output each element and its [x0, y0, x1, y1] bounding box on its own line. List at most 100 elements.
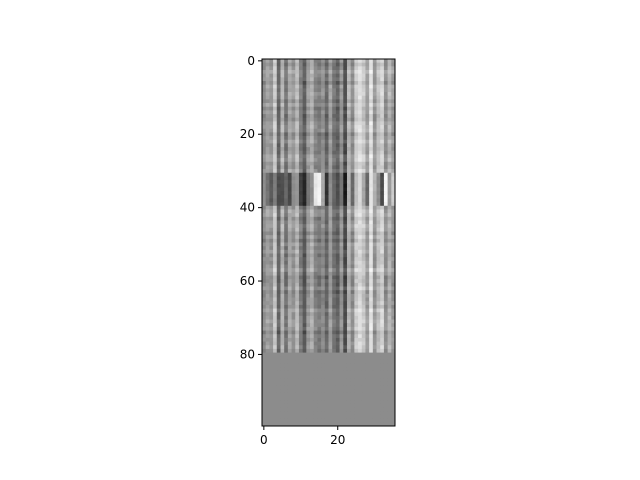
- heatmap-cell: [262, 187, 267, 192]
- heatmap-cell: [391, 143, 396, 148]
- heatmap-cell: [358, 301, 363, 306]
- heatmap-cell: [313, 136, 318, 141]
- heatmap-cell: [391, 319, 396, 324]
- heatmap-cell: [310, 403, 315, 409]
- heatmap-cell: [276, 99, 281, 104]
- heatmap-cell: [391, 132, 396, 137]
- heatmap-cell: [306, 121, 311, 126]
- heatmap-cell: [310, 235, 315, 240]
- heatmap-cell: [324, 297, 329, 302]
- heatmap-cell: [358, 62, 363, 67]
- heatmap-cell: [284, 337, 289, 342]
- heatmap-cell: [302, 227, 307, 232]
- heatmap-cell: [313, 158, 318, 163]
- heatmap-cell: [317, 337, 322, 342]
- heatmap-cell: [346, 125, 352, 130]
- heatmap-cell: [339, 411, 344, 416]
- heatmap-cell: [295, 169, 300, 174]
- heatmap-cell: [265, 136, 270, 141]
- heatmap-cell: [358, 319, 363, 324]
- heatmap-cell: [332, 128, 337, 133]
- heatmap-cell: [332, 257, 337, 262]
- heatmap-cell: [387, 356, 392, 361]
- heatmap-cell: [262, 323, 267, 328]
- heatmap-cell: [265, 301, 270, 306]
- heatmap-cell: [335, 180, 340, 185]
- heatmap-cell: [328, 414, 333, 420]
- heatmap-cell: [265, 319, 270, 324]
- heatmap-cell: [387, 183, 392, 188]
- heatmap-cell: [391, 414, 396, 420]
- heatmap-cell: [284, 385, 289, 390]
- heatmap-cell: [284, 326, 289, 331]
- heatmap-cell: [265, 114, 270, 119]
- heatmap-cell: [284, 154, 289, 159]
- heatmap-cell: [262, 315, 267, 320]
- heatmap-cell: [328, 253, 333, 258]
- heatmap-cell: [376, 73, 381, 78]
- heatmap-cell: [321, 187, 326, 192]
- heatmap-cell: [310, 103, 315, 108]
- heatmap-cell: [383, 114, 389, 119]
- heatmap-cell: [361, 326, 366, 331]
- heatmap-cell: [317, 392, 322, 398]
- heatmap-cell: [313, 334, 318, 339]
- heatmap-cell: [335, 297, 340, 302]
- heatmap-cell: [317, 345, 322, 350]
- heatmap-cell: [265, 337, 270, 342]
- heatmap-cell: [343, 392, 348, 398]
- heatmap-cell: [324, 323, 329, 328]
- heatmap-cell: [295, 301, 300, 306]
- heatmap-cell: [284, 216, 289, 221]
- heatmap-cell: [328, 117, 333, 122]
- heatmap-cell: [332, 99, 337, 104]
- heatmap-cell: [339, 139, 344, 144]
- heatmap-cell: [354, 308, 359, 313]
- heatmap-cell: [372, 418, 377, 423]
- heatmap-cell: [262, 374, 267, 379]
- heatmap-cell: [310, 147, 315, 152]
- heatmap-cell: [358, 293, 363, 298]
- heatmap-cell: [287, 414, 292, 420]
- heatmap-cell: [380, 158, 385, 163]
- heatmap-cell: [269, 139, 274, 144]
- heatmap-cell: [291, 367, 296, 372]
- heatmap-cell: [343, 121, 348, 126]
- heatmap-cell: [324, 110, 329, 115]
- heatmap-cell: [310, 330, 315, 335]
- heatmap-cell: [365, 271, 370, 276]
- heatmap-cell: [298, 326, 304, 331]
- heatmap-cell: [354, 301, 359, 306]
- heatmap-cell: [376, 330, 381, 335]
- heatmap-cell: [295, 268, 300, 273]
- heatmap-cell: [295, 143, 300, 148]
- heatmap-cell: [328, 381, 333, 387]
- heatmap-cell: [317, 356, 322, 361]
- heatmap-cell: [350, 337, 355, 342]
- heatmap-cell: [306, 103, 311, 108]
- heatmap-cell: [332, 249, 337, 254]
- heatmap-cell: [302, 224, 307, 229]
- heatmap-cell: [365, 337, 370, 342]
- heatmap-cell: [313, 400, 318, 405]
- heatmap-cell: [280, 125, 285, 130]
- heatmap-cell: [302, 374, 307, 379]
- heatmap-cell: [369, 194, 374, 199]
- heatmap-cell: [276, 220, 281, 225]
- heatmap-cell: [387, 176, 392, 181]
- heatmap-cell: [358, 378, 363, 383]
- heatmap-cell: [365, 264, 370, 269]
- heatmap-cell: [383, 169, 389, 174]
- heatmap-cell: [269, 59, 274, 64]
- heatmap-cell: [376, 158, 381, 163]
- heatmap-cell: [262, 389, 267, 394]
- heatmap-cell: [339, 400, 344, 405]
- heatmap-cell: [310, 293, 315, 298]
- heatmap-cell: [265, 77, 270, 82]
- heatmap-cell: [376, 77, 381, 82]
- heatmap-cell: [343, 337, 348, 342]
- heatmap-cell: [332, 117, 337, 122]
- heatmap-cell: [324, 202, 329, 207]
- heatmap-cell: [365, 198, 370, 203]
- heatmap-cell: [306, 128, 311, 133]
